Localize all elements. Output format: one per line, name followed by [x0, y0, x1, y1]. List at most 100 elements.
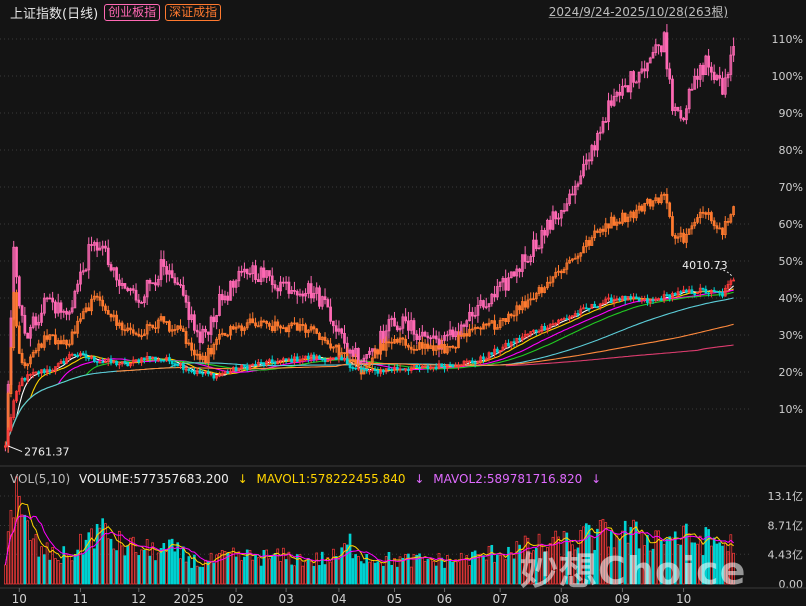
volume-bar: [287, 551, 291, 585]
sse-candle: [106, 358, 110, 363]
gem-candle: [262, 267, 266, 278]
volume-bar: [168, 539, 171, 585]
szse-candle: [390, 341, 394, 344]
volume-bar: [587, 524, 591, 585]
date-range[interactable]: 2024/9/24-2025/10/28(263根): [548, 5, 728, 19]
volume-y-axis: 0.00 4.43亿 8.71亿 13.1亿: [768, 490, 804, 591]
szse-candle: [662, 193, 666, 196]
gem-candle: [615, 91, 619, 97]
szse-candle: [287, 325, 291, 333]
sse-candle: [370, 369, 374, 371]
volume-bar: [312, 565, 316, 585]
volume-bar: [646, 534, 649, 585]
y-tick-label: 30%: [779, 329, 803, 342]
gem-candle: [331, 320, 335, 327]
gem-candle: [145, 279, 149, 298]
szse-index-tag[interactable]: 深证成指: [165, 3, 222, 21]
sse-candle: [187, 368, 191, 371]
sse-candle: [198, 370, 202, 374]
gem-candle: [329, 306, 332, 322]
sse-candle: [201, 372, 205, 375]
vol-label[interactable]: VOL(5,10): [10, 472, 71, 486]
szse-candle: [290, 322, 294, 327]
gem-index-tag[interactable]: 创业板指: [104, 3, 161, 21]
gem-candle: [254, 265, 257, 280]
volume-bar: [512, 558, 516, 585]
sse-candle: [476, 360, 480, 364]
index-title[interactable]: 上证指数(日线): [10, 6, 99, 22]
volume-bar: [584, 523, 588, 585]
watermark: 妙想Choice: [520, 549, 747, 593]
sse-candle: [468, 360, 471, 363]
sse-candle: [54, 366, 57, 372]
szse-candle: [281, 327, 285, 330]
sse-candle: [209, 373, 213, 375]
volume-bar: [212, 562, 216, 585]
volume-bar: [193, 554, 196, 585]
szse-candle: [76, 320, 80, 334]
gem-candle: [117, 279, 121, 286]
sse-candle: [168, 357, 171, 362]
volume-bar: [151, 542, 155, 585]
volume-bar: [579, 529, 583, 585]
szse-candle: [682, 232, 685, 243]
szse-candle: [104, 305, 107, 311]
szse-candle: [454, 346, 458, 349]
volume-bar: [154, 560, 157, 585]
gem-candle: [56, 302, 60, 314]
volume-bar: [137, 555, 141, 585]
sse-candle: [273, 362, 277, 365]
volume-bar: [12, 517, 16, 585]
szse-candle: [673, 235, 677, 239]
volume-bar: [632, 519, 635, 585]
volume-bar: [504, 559, 508, 585]
gem-candle: [276, 287, 280, 292]
szse-candle: [604, 223, 608, 232]
szse-candle: [432, 345, 435, 351]
volume-bar: [687, 533, 691, 585]
sse-candle: [190, 370, 193, 372]
sse-candle: [484, 358, 488, 361]
gem-candle: [40, 312, 43, 323]
sse-candle: [98, 361, 102, 364]
sse-candle: [301, 358, 305, 361]
sse-candle: [690, 289, 694, 294]
sse-candle: [532, 329, 535, 333]
gem-candle: [231, 280, 235, 288]
gem-candle: [646, 62, 649, 72]
szse-candle: [198, 353, 202, 360]
gem-candle: [479, 300, 483, 306]
gem-candle: [65, 310, 68, 315]
szse-candle: [387, 341, 391, 344]
sse-candle: [634, 296, 638, 299]
sse-candle: [523, 333, 527, 338]
sse-candle: [70, 353, 74, 356]
gem-candle: [312, 292, 316, 299]
volume-bar: [65, 554, 68, 585]
volume-bar: [409, 566, 413, 585]
szse-candle: [351, 359, 355, 362]
sse-candle: [437, 363, 441, 370]
szse-candle: [379, 343, 382, 355]
szse-candle: [51, 334, 55, 337]
szse-candle: [284, 327, 288, 333]
volume-bar: [134, 552, 138, 585]
gem-candle: [520, 254, 524, 272]
szse-candle: [398, 337, 402, 343]
gem-candle: [509, 271, 513, 279]
szse-candle: [115, 314, 118, 326]
sse-candle: [723, 287, 727, 297]
volume-ma-lines: [4, 502, 734, 566]
volume-bar: [721, 545, 724, 585]
szse-candle: [312, 326, 316, 330]
szse-candle: [596, 230, 599, 233]
sse-candle: [529, 331, 533, 335]
sse-candle: [331, 357, 335, 360]
gem-candle: [131, 288, 135, 291]
sse-candle: [470, 360, 474, 363]
gem-candle: [204, 328, 207, 333]
szse-candle: [621, 212, 624, 224]
sse-candle: [657, 298, 660, 300]
y-tick-label: 70%: [779, 181, 803, 194]
volume-bar: [218, 552, 221, 585]
